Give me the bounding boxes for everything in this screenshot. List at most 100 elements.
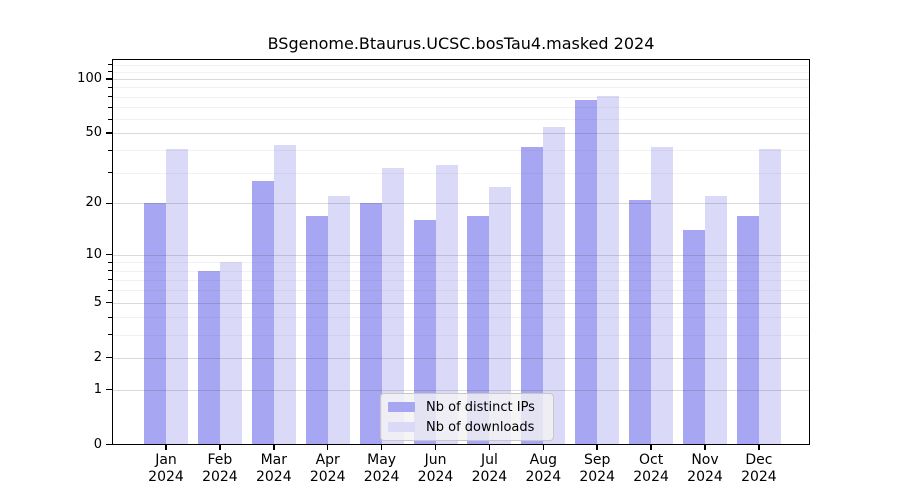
x-label-month: Sep — [583, 451, 611, 468]
y-tick-label-50: 50 — [85, 125, 102, 141]
gridline-major-20 — [112, 203, 810, 205]
x-tick-label-apr: Apr 2024 — [298, 452, 358, 487]
gridline-minor-9 — [112, 262, 810, 264]
x-tick-mark-jul — [488, 444, 491, 450]
legend-swatch-downloads — [388, 422, 415, 432]
gridline-minor-120 — [112, 64, 810, 66]
bar-nb-of-distinct-ips-dec — [736, 215, 759, 445]
gridline-minor-3 — [112, 334, 810, 336]
x-label-year: 2024 — [633, 469, 669, 485]
y-tick-mark-2 — [106, 356, 112, 359]
gridline-minor-4 — [112, 317, 810, 319]
gridline-major-2 — [112, 357, 810, 359]
gridline-minor-40 — [112, 150, 810, 152]
x-tick-mark-dec — [758, 444, 760, 450]
y-minor-tick-mark-40 — [108, 149, 112, 151]
y-minor-tick-mark-9 — [108, 261, 112, 263]
x-tick-mark-aug — [542, 444, 545, 450]
bar-nb-of-downloads-aug — [543, 127, 566, 445]
x-label-month: Oct — [638, 451, 664, 468]
y-tick-mark-5 — [106, 301, 112, 304]
bar-nb-of-distinct-ips-mar — [251, 180, 274, 445]
gridline-major-50 — [112, 133, 810, 135]
y-tick-label-100: 100 — [77, 71, 102, 87]
bar-nb-of-downloads-jan — [166, 148, 188, 445]
bar-nb-of-downloads-jul — [489, 186, 512, 445]
x-label-month: Feb — [207, 451, 233, 468]
x-tick-mark-sep — [596, 444, 598, 450]
y-minor-tick-mark-8 — [108, 270, 112, 272]
x-label-year: 2024 — [255, 469, 292, 485]
x-tick-label-sep: Sep 2024 — [567, 452, 627, 487]
y-tick-mark-10 — [106, 253, 112, 256]
bar-nb-of-downloads-oct — [651, 146, 674, 445]
x-label-year: 2024 — [741, 469, 777, 485]
bar-nb-of-distinct-ips-feb — [197, 270, 220, 445]
gridline-minor-60 — [112, 119, 810, 121]
x-label-year: 2024 — [202, 469, 238, 485]
x-label-year: 2024 — [579, 469, 615, 485]
x-tick-mark-mar — [273, 444, 275, 450]
x-tick-mark-may — [380, 444, 383, 450]
bar-nb-of-downloads-may — [381, 167, 404, 445]
y-minor-tick-mark-4 — [108, 316, 112, 318]
chart-title: BSgenome.Btaurus.UCSC.bosTau4.masked 202… — [267, 34, 655, 53]
bar-nb-of-distinct-ips-sep — [575, 99, 598, 445]
legend: Nb of distinct IPs Nb of downloads — [380, 393, 554, 441]
x-label-month: May — [367, 451, 397, 468]
x-label-year: 2024 — [417, 469, 454, 485]
x-label-month: Aug — [529, 451, 557, 468]
y-minor-tick-mark-110 — [108, 71, 112, 73]
gridline-major-100 — [112, 79, 810, 81]
bar-nb-of-distinct-ips-may — [359, 203, 382, 445]
x-label-month: Dec — [745, 451, 773, 468]
bar-nb-of-distinct-ips-jul — [467, 215, 490, 445]
bar-nb-of-distinct-ips-apr — [305, 215, 328, 445]
x-tick-label-feb: Feb 2024 — [190, 452, 250, 487]
gridline-major-1 — [112, 389, 810, 391]
x-label-month: Nov — [691, 451, 719, 468]
x-tick-label-dec: Dec 2024 — [729, 452, 789, 487]
y-minor-tick-mark-60 — [108, 118, 112, 120]
y-minor-tick-mark-120 — [108, 64, 112, 66]
x-label-year: 2024 — [148, 469, 184, 485]
x-tick-label-jan: Jan 2024 — [136, 452, 196, 487]
bar-nb-of-downloads-mar — [273, 144, 296, 445]
y-minor-tick-mark-30 — [108, 172, 112, 174]
gridline-minor-90 — [112, 87, 810, 89]
y-tick-mark-20 — [106, 202, 112, 205]
y-minor-tick-mark-7 — [108, 279, 112, 281]
x-tick-mark-oct — [650, 444, 652, 450]
legend-swatch-distinct-ips — [388, 402, 415, 412]
y-tick-label-1: 1 — [93, 381, 102, 397]
x-label-month: Mar — [260, 451, 287, 468]
x-tick-label-oct: Oct 2024 — [621, 452, 681, 487]
x-tick-label-aug: Aug 2024 — [513, 452, 573, 487]
gridline-minor-80 — [112, 96, 810, 98]
bar-nb-of-downloads-sep — [597, 95, 620, 445]
x-label-month: Apr — [315, 451, 340, 468]
legend-entry-distinct-ips: Nb of distinct IPs — [388, 398, 535, 416]
bar-nb-of-downloads-nov — [705, 196, 727, 445]
y-tick-mark-100 — [106, 78, 112, 80]
x-label-month: Jan — [155, 451, 177, 468]
bar-nb-of-distinct-ips-jan — [144, 203, 166, 445]
bar-nb-of-distinct-ips-nov — [683, 230, 705, 445]
y-tick-label-20: 20 — [85, 195, 102, 211]
gridline-minor-6 — [112, 290, 810, 292]
gridline-minor-110 — [112, 71, 810, 73]
x-label-year: 2024 — [363, 469, 400, 485]
bar-nb-of-downloads-feb — [219, 262, 242, 445]
y-tick-mark-1 — [106, 388, 112, 391]
x-tick-mark-jan — [165, 444, 167, 450]
plot-border — [112, 59, 810, 445]
y-minor-tick-mark-80 — [108, 96, 112, 98]
gridline-major-10 — [112, 254, 810, 256]
x-tick-mark-apr — [326, 444, 329, 450]
y-minor-tick-mark-70 — [108, 106, 112, 108]
x-tick-label-jul: Jul 2024 — [459, 452, 519, 487]
gridline-minor-30 — [112, 172, 810, 174]
x-label-month: Jun — [424, 451, 447, 468]
bar-nb-of-distinct-ips-jun — [413, 220, 436, 445]
x-label-month: Jul — [480, 451, 498, 468]
